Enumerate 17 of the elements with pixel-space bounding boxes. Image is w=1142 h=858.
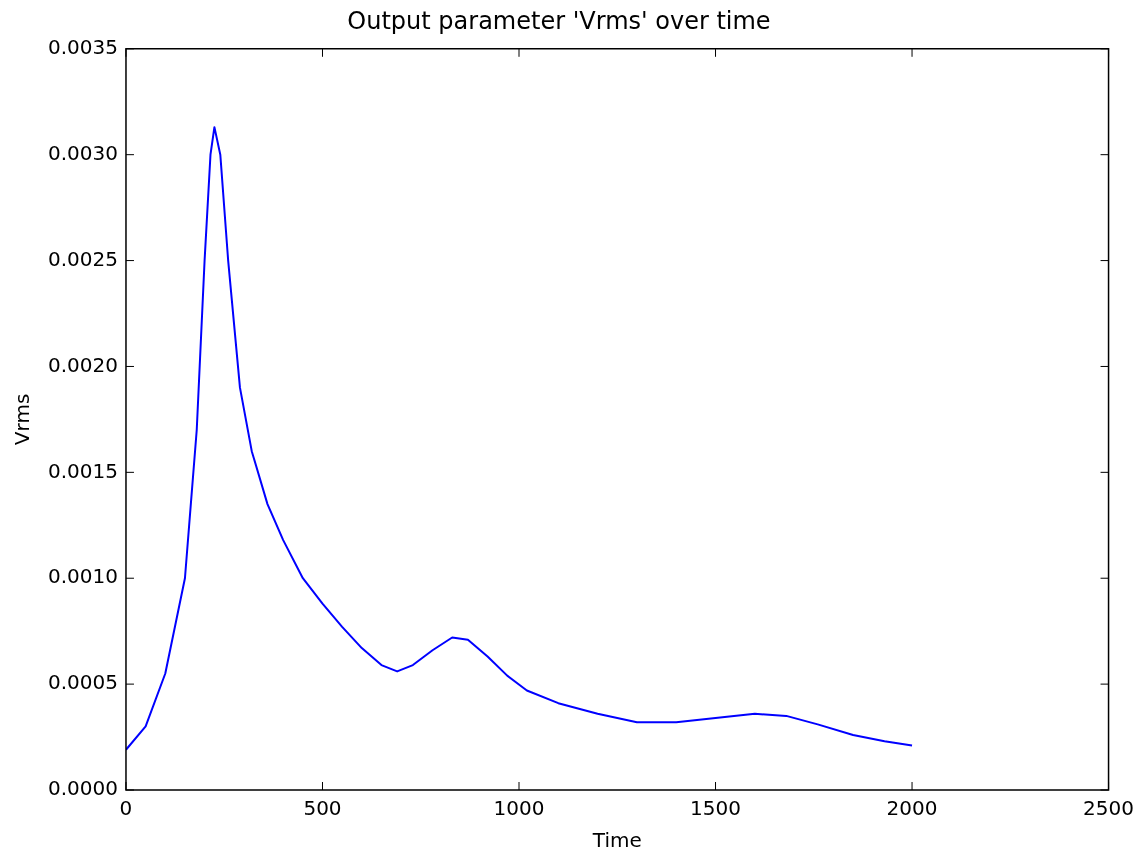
x-tick-label: 1500 xyxy=(690,796,741,821)
y-tick-label: 0.0020 xyxy=(48,352,118,377)
y-tick-label: 0.0030 xyxy=(48,140,118,165)
x-tick-label: 2500 xyxy=(1083,796,1134,821)
x-axis-title: Time xyxy=(591,828,642,853)
y-tick-label: 0.0025 xyxy=(48,246,118,271)
x-tick-label: 0 xyxy=(119,796,133,821)
y-tick-label: 0.0015 xyxy=(48,458,118,483)
y-tick-label: 0.0035 xyxy=(48,35,118,59)
y-tick-label: 0.0005 xyxy=(48,670,118,695)
y-axis-title: Vrms xyxy=(10,393,35,446)
chart-title: Output parameter 'Vrms' over time xyxy=(347,6,771,35)
y-tick-label: 0.0010 xyxy=(48,564,118,589)
x-tick-label: 500 xyxy=(303,796,342,821)
x-tick-label: 2000 xyxy=(886,796,938,821)
x-tick-label: 1000 xyxy=(493,796,545,821)
y-tick-label: 0.0000 xyxy=(48,776,118,801)
